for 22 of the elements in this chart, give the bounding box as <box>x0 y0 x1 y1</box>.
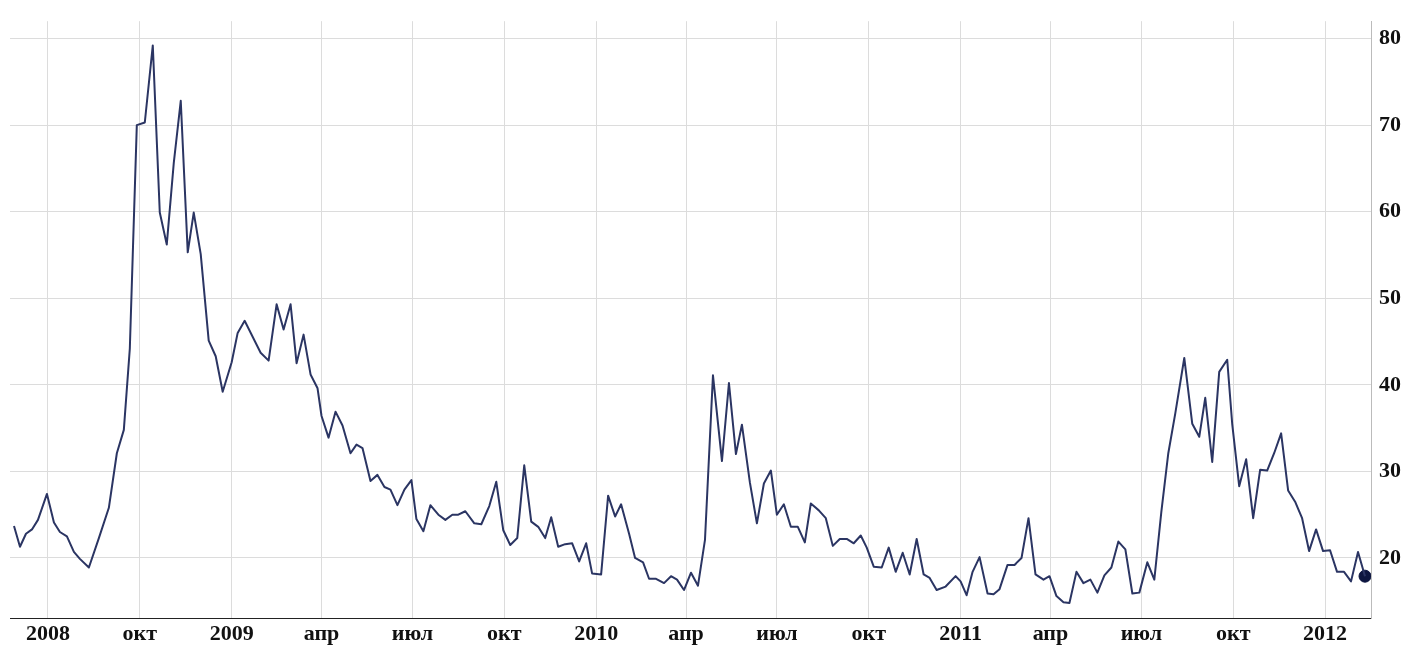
x-tick-label: июл <box>1120 620 1162 646</box>
x-tick-label: апр <box>1032 620 1069 646</box>
x-tick-label: окт <box>1215 620 1251 646</box>
y-tick-label: 30 <box>1379 457 1401 483</box>
x-tick-label: апр <box>668 620 704 646</box>
x-tick-label: окт <box>487 620 522 646</box>
x-tick-label: окт <box>122 620 158 646</box>
x-tick-label: 2012 <box>1303 620 1348 646</box>
y-tick-label: 70 <box>1379 110 1401 136</box>
x-tick-label: июл <box>391 620 434 646</box>
x-tick-label: 2008 <box>25 620 70 646</box>
x-tick-label: 2011 <box>939 620 982 646</box>
x-tick-label: окт <box>851 620 887 646</box>
y-tick-label: 50 <box>1379 283 1401 309</box>
x-tick-label: 2009 <box>209 620 254 646</box>
x-tick-label: 2010 <box>574 620 619 646</box>
x-tick-label: июл <box>756 620 798 646</box>
x-tick-label: апр <box>303 620 340 646</box>
y-tick-label: 40 <box>1379 370 1401 396</box>
y-tick-label: 60 <box>1379 197 1401 223</box>
y-tick-label: 20 <box>1379 543 1401 569</box>
y-tick-label: 80 <box>1379 24 1401 50</box>
